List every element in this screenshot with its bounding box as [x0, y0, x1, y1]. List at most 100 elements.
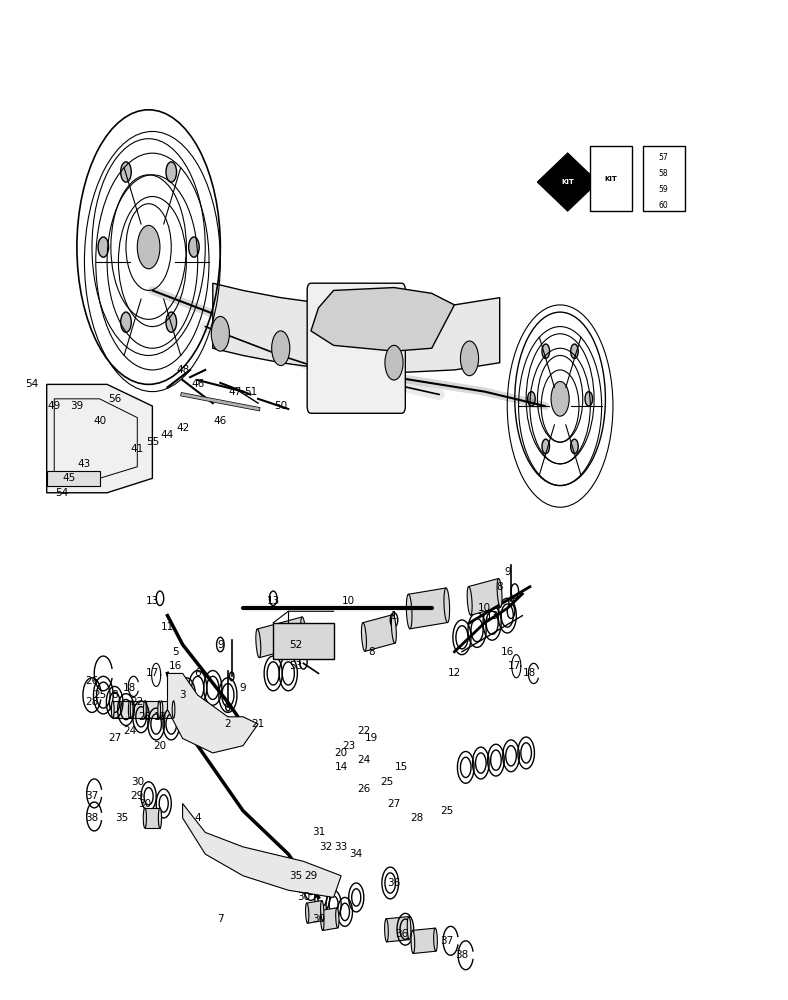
Text: 54: 54 — [55, 488, 69, 498]
Circle shape — [385, 345, 403, 380]
Text: 35: 35 — [116, 813, 128, 823]
Text: 25: 25 — [93, 690, 106, 700]
Polygon shape — [408, 588, 448, 629]
Text: 9: 9 — [217, 640, 224, 650]
Polygon shape — [46, 471, 99, 486]
Text: 35: 35 — [289, 871, 303, 881]
Text: 38: 38 — [85, 813, 98, 823]
Text: 29: 29 — [131, 791, 144, 801]
Text: 27: 27 — [108, 733, 121, 743]
FancyBboxPatch shape — [307, 283, 405, 413]
Text: 24: 24 — [123, 726, 136, 736]
Text: 54: 54 — [25, 379, 38, 389]
Text: 8: 8 — [368, 647, 374, 657]
Polygon shape — [145, 808, 160, 828]
Circle shape — [137, 225, 160, 269]
Text: 26: 26 — [85, 676, 98, 686]
Text: 31: 31 — [312, 827, 325, 837]
Text: 30: 30 — [297, 892, 310, 902]
Text: 49: 49 — [47, 401, 61, 411]
Text: 25: 25 — [380, 777, 393, 787]
Text: 18: 18 — [123, 683, 136, 693]
Ellipse shape — [407, 917, 411, 940]
Text: 3: 3 — [180, 690, 186, 700]
Text: 53: 53 — [289, 661, 303, 671]
Polygon shape — [386, 917, 410, 942]
Polygon shape — [113, 701, 132, 718]
Text: 36: 36 — [395, 929, 408, 939]
Text: 2: 2 — [225, 719, 231, 729]
Polygon shape — [183, 804, 341, 897]
Text: 60: 60 — [659, 201, 668, 210]
Polygon shape — [413, 928, 436, 953]
Circle shape — [94, 416, 106, 439]
Text: 18: 18 — [523, 668, 537, 678]
Text: 1: 1 — [391, 611, 397, 621]
Text: 59: 59 — [659, 185, 668, 194]
Polygon shape — [322, 908, 338, 930]
Polygon shape — [273, 623, 333, 659]
Ellipse shape — [467, 587, 472, 615]
Polygon shape — [46, 384, 152, 493]
Polygon shape — [363, 615, 395, 651]
Text: 13: 13 — [485, 611, 499, 621]
Circle shape — [571, 344, 578, 358]
Text: 17: 17 — [508, 661, 522, 671]
Text: 16: 16 — [500, 647, 514, 657]
Text: 25: 25 — [440, 806, 453, 816]
Text: 41: 41 — [131, 444, 144, 454]
Ellipse shape — [336, 908, 339, 928]
Text: 27: 27 — [388, 799, 400, 809]
Text: 32: 32 — [319, 842, 333, 852]
Text: 22: 22 — [131, 697, 144, 707]
Ellipse shape — [158, 808, 162, 828]
Text: 45: 45 — [63, 473, 76, 483]
Circle shape — [188, 237, 199, 257]
Circle shape — [460, 341, 478, 376]
Circle shape — [542, 344, 549, 358]
Ellipse shape — [144, 701, 147, 718]
Ellipse shape — [433, 928, 437, 951]
Text: 15: 15 — [395, 762, 408, 772]
Circle shape — [528, 392, 535, 406]
Ellipse shape — [385, 919, 388, 942]
Text: 10: 10 — [478, 603, 491, 613]
Circle shape — [211, 316, 229, 351]
Text: 37: 37 — [440, 936, 453, 946]
Text: 12: 12 — [448, 668, 461, 678]
Polygon shape — [537, 153, 598, 211]
Text: 24: 24 — [357, 755, 370, 765]
Circle shape — [272, 331, 290, 366]
Polygon shape — [146, 701, 159, 718]
Ellipse shape — [130, 701, 133, 718]
Text: 11: 11 — [161, 622, 174, 632]
Text: 20: 20 — [335, 748, 348, 758]
Circle shape — [551, 381, 569, 416]
Polygon shape — [307, 901, 323, 923]
Text: 23: 23 — [342, 741, 355, 751]
Text: 42: 42 — [176, 423, 189, 433]
Text: 19: 19 — [154, 712, 166, 722]
Circle shape — [166, 162, 177, 182]
Ellipse shape — [444, 588, 450, 623]
Text: 6: 6 — [195, 668, 201, 678]
Text: 43: 43 — [78, 459, 91, 469]
Ellipse shape — [392, 615, 396, 643]
Ellipse shape — [172, 701, 175, 718]
Ellipse shape — [321, 901, 324, 921]
Text: 46: 46 — [214, 416, 227, 426]
Polygon shape — [257, 617, 304, 658]
Text: 4: 4 — [195, 813, 201, 823]
Text: 36: 36 — [388, 878, 400, 888]
Text: 8: 8 — [111, 690, 118, 700]
Bar — [643, 146, 685, 211]
Ellipse shape — [411, 930, 414, 953]
Ellipse shape — [160, 701, 163, 718]
Text: 48: 48 — [176, 365, 189, 375]
Text: 5: 5 — [172, 647, 178, 657]
Text: 10: 10 — [342, 596, 355, 606]
Circle shape — [63, 409, 76, 432]
Ellipse shape — [407, 594, 412, 629]
Bar — [590, 146, 632, 211]
Ellipse shape — [306, 903, 309, 923]
